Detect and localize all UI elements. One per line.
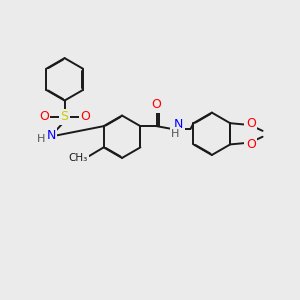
Text: H: H bbox=[37, 134, 45, 144]
Text: CH₃: CH₃ bbox=[68, 153, 88, 163]
Text: O: O bbox=[246, 117, 256, 130]
Text: O: O bbox=[39, 110, 49, 123]
Text: N: N bbox=[47, 129, 56, 142]
Text: O: O bbox=[152, 98, 161, 111]
Text: H: H bbox=[171, 128, 180, 139]
Text: N: N bbox=[174, 118, 184, 131]
Text: S: S bbox=[61, 110, 69, 123]
Text: O: O bbox=[80, 110, 90, 123]
Text: O: O bbox=[246, 138, 256, 151]
